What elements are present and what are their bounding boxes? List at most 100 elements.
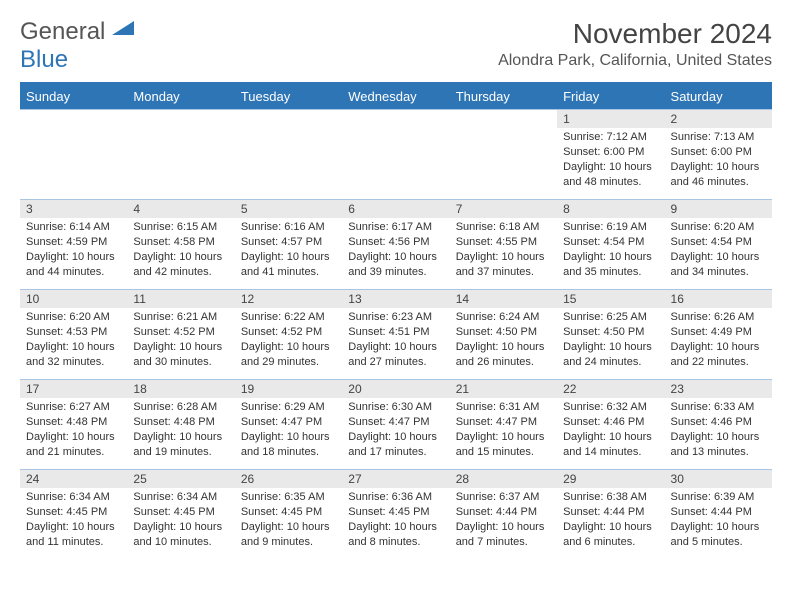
day-detail-line: and 21 minutes. — [26, 445, 121, 460]
day-detail-line: Daylight: 10 hours — [671, 430, 766, 445]
day-detail-line: Daylight: 10 hours — [241, 430, 336, 445]
day-header: Monday — [127, 83, 234, 110]
day-detail-line: Sunset: 4:48 PM — [26, 415, 121, 430]
day-detail-line: Sunset: 6:00 PM — [671, 145, 766, 160]
calendar-day-cell: 12Sunrise: 6:22 AMSunset: 4:52 PMDayligh… — [235, 290, 342, 380]
day-detail: Sunrise: 6:32 AMSunset: 4:46 PMDaylight:… — [557, 398, 664, 463]
day-detail-line: Daylight: 10 hours — [456, 340, 551, 355]
day-header: Tuesday — [235, 83, 342, 110]
day-detail-line: Daylight: 10 hours — [671, 520, 766, 535]
calendar-day-cell: 23Sunrise: 6:33 AMSunset: 4:46 PMDayligh… — [665, 380, 772, 470]
day-detail-line: and 39 minutes. — [348, 265, 443, 280]
day-detail: Sunrise: 6:39 AMSunset: 4:44 PMDaylight:… — [665, 488, 772, 553]
calendar-day-cell: 16Sunrise: 6:26 AMSunset: 4:49 PMDayligh… — [665, 290, 772, 380]
day-detail-line: and 7 minutes. — [456, 535, 551, 550]
day-header-row: Sunday Monday Tuesday Wednesday Thursday… — [20, 83, 772, 110]
day-detail-line: Sunrise: 6:28 AM — [133, 400, 228, 415]
day-detail-line: Sunrise: 6:27 AM — [26, 400, 121, 415]
day-detail: Sunrise: 6:29 AMSunset: 4:47 PMDaylight:… — [235, 398, 342, 463]
day-detail-line: and 35 minutes. — [563, 265, 658, 280]
day-detail-line: Sunrise: 6:21 AM — [133, 310, 228, 325]
day-detail-line: Daylight: 10 hours — [563, 430, 658, 445]
calendar-day-cell: 27Sunrise: 6:36 AMSunset: 4:45 PMDayligh… — [342, 470, 449, 560]
day-detail-line: and 6 minutes. — [563, 535, 658, 550]
day-detail-line: and 32 minutes. — [26, 355, 121, 370]
day-number: 12 — [235, 290, 342, 308]
day-header: Saturday — [665, 83, 772, 110]
day-number: 20 — [342, 380, 449, 398]
calendar-day-cell: 20Sunrise: 6:30 AMSunset: 4:47 PMDayligh… — [342, 380, 449, 470]
calendar-day-cell: 4Sunrise: 6:15 AMSunset: 4:58 PMDaylight… — [127, 200, 234, 290]
day-detail: Sunrise: 6:16 AMSunset: 4:57 PMDaylight:… — [235, 218, 342, 283]
day-number: 19 — [235, 380, 342, 398]
day-number: 25 — [127, 470, 234, 488]
day-detail: Sunrise: 6:30 AMSunset: 4:47 PMDaylight:… — [342, 398, 449, 463]
day-detail-line: Sunrise: 6:29 AM — [241, 400, 336, 415]
day-detail-line: Daylight: 10 hours — [133, 250, 228, 265]
day-detail-line: and 5 minutes. — [671, 535, 766, 550]
day-detail-line: Sunrise: 6:20 AM — [26, 310, 121, 325]
day-number: 9 — [665, 200, 772, 218]
day-detail-line: and 29 minutes. — [241, 355, 336, 370]
day-number: 29 — [557, 470, 664, 488]
day-detail-line: Sunset: 4:59 PM — [26, 235, 121, 250]
day-number: 26 — [235, 470, 342, 488]
day-detail-line: Sunset: 4:53 PM — [26, 325, 121, 340]
day-detail: Sunrise: 6:19 AMSunset: 4:54 PMDaylight:… — [557, 218, 664, 283]
day-detail: Sunrise: 6:24 AMSunset: 4:50 PMDaylight:… — [450, 308, 557, 373]
day-detail: Sunrise: 6:20 AMSunset: 4:54 PMDaylight:… — [665, 218, 772, 283]
day-detail: Sunrise: 6:21 AMSunset: 4:52 PMDaylight:… — [127, 308, 234, 373]
calendar-day-cell: 14Sunrise: 6:24 AMSunset: 4:50 PMDayligh… — [450, 290, 557, 380]
day-detail-line: Sunset: 4:47 PM — [348, 415, 443, 430]
day-number: 18 — [127, 380, 234, 398]
day-detail-line: Daylight: 10 hours — [456, 520, 551, 535]
calendar-day-cell: 3Sunrise: 6:14 AMSunset: 4:59 PMDaylight… — [20, 200, 127, 290]
day-detail-line: Sunset: 4:45 PM — [26, 505, 121, 520]
day-detail-line: and 11 minutes. — [26, 535, 121, 550]
day-detail-line: Sunrise: 6:33 AM — [671, 400, 766, 415]
day-detail-line: and 41 minutes. — [241, 265, 336, 280]
logo-triangle-icon — [112, 16, 134, 36]
day-detail-line: Sunrise: 6:18 AM — [456, 220, 551, 235]
day-detail-line: and 10 minutes. — [133, 535, 228, 550]
day-detail-line: Sunset: 4:44 PM — [671, 505, 766, 520]
day-detail-line: Sunrise: 6:23 AM — [348, 310, 443, 325]
day-number: 2 — [665, 110, 772, 128]
calendar-day-cell — [342, 110, 449, 200]
day-number: 6 — [342, 200, 449, 218]
calendar-day-cell: 6Sunrise: 6:17 AMSunset: 4:56 PMDaylight… — [342, 200, 449, 290]
day-detail-line: Sunset: 4:50 PM — [563, 325, 658, 340]
day-detail-line: Sunrise: 6:22 AM — [241, 310, 336, 325]
day-detail: Sunrise: 7:13 AMSunset: 6:00 PMDaylight:… — [665, 128, 772, 193]
month-title: November 2024 — [498, 18, 772, 50]
day-detail-line: Daylight: 10 hours — [348, 520, 443, 535]
day-detail: Sunrise: 6:33 AMSunset: 4:46 PMDaylight:… — [665, 398, 772, 463]
day-detail-line: Sunrise: 6:30 AM — [348, 400, 443, 415]
day-number: 7 — [450, 200, 557, 218]
calendar-day-cell: 17Sunrise: 6:27 AMSunset: 4:48 PMDayligh… — [20, 380, 127, 470]
day-detail-line: Sunset: 4:45 PM — [348, 505, 443, 520]
day-detail: Sunrise: 6:18 AMSunset: 4:55 PMDaylight:… — [450, 218, 557, 283]
day-detail-line: Sunrise: 6:15 AM — [133, 220, 228, 235]
day-detail-line: and 34 minutes. — [671, 265, 766, 280]
day-detail-line: Daylight: 10 hours — [563, 520, 658, 535]
location-line: Alondra Park, California, United States — [498, 52, 772, 70]
day-detail-line: Daylight: 10 hours — [563, 340, 658, 355]
day-number: 21 — [450, 380, 557, 398]
calendar-day-cell: 5Sunrise: 6:16 AMSunset: 4:57 PMDaylight… — [235, 200, 342, 290]
logo-word-1: General — [20, 18, 105, 45]
page-header: General Blue November 2024 Alondra Park,… — [20, 18, 772, 74]
calendar-day-cell: 15Sunrise: 6:25 AMSunset: 4:50 PMDayligh… — [557, 290, 664, 380]
day-detail-line: and 17 minutes. — [348, 445, 443, 460]
title-block: November 2024 Alondra Park, California, … — [498, 18, 772, 70]
day-detail: Sunrise: 6:31 AMSunset: 4:47 PMDaylight:… — [450, 398, 557, 463]
day-number: 28 — [450, 470, 557, 488]
day-detail-line: Daylight: 10 hours — [133, 340, 228, 355]
day-detail-line: Sunrise: 6:17 AM — [348, 220, 443, 235]
day-detail-line: Sunrise: 6:31 AM — [456, 400, 551, 415]
day-detail-line: Daylight: 10 hours — [563, 250, 658, 265]
day-detail-line: and 44 minutes. — [26, 265, 121, 280]
day-detail: Sunrise: 6:25 AMSunset: 4:50 PMDaylight:… — [557, 308, 664, 373]
day-detail-line: Daylight: 10 hours — [671, 250, 766, 265]
day-detail-line: Sunset: 4:54 PM — [563, 235, 658, 250]
